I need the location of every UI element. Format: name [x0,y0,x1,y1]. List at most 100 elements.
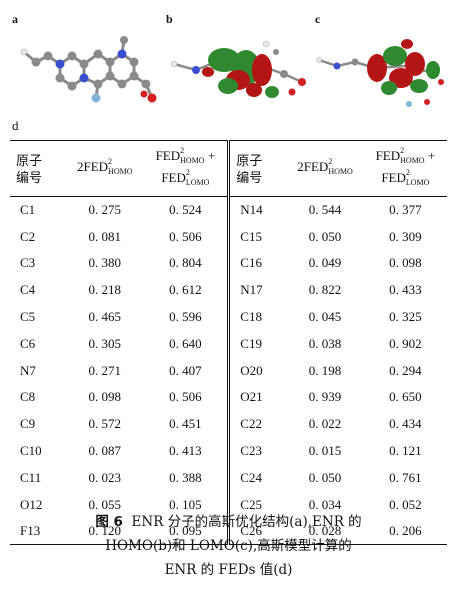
fed-sum-cell: 0. 105 [143,491,231,519]
molecule-structure-image [20,36,157,103]
fed-homo-cell: 0. 275 [88,202,121,218]
fed-homo-cell: 0. 049 [308,255,342,271]
fed-sum-cell: 0. 413 [143,437,231,465]
table-row: C11 0. 023 0. 388 C24 0. 050 0. 761 [10,464,447,492]
panel-label-d: d [12,118,19,133]
fed-homo-cell: 0. 305 [88,335,121,351]
fed-homo-cell: 0. 572 [88,416,121,432]
fed-sum-cell: 0. 325 [389,309,422,325]
fed-homo-cell: 0. 038 [308,335,342,351]
table-row: C1 0. 275 0. 524 N14 0. 544 0. 377 [10,196,447,224]
header-atom-no: 原子 编号 [16,152,43,185]
fed-sum-cell: 0. 612 [143,276,231,304]
header-fed-sum: FED 2 HOMO + FED 2 LOMO [143,140,231,197]
fed-homo-cell: 0. 028 [308,523,342,539]
atom-number-cell: C8 [20,389,36,405]
caption-line-3: ENR 的 FEDs 值(d) [164,562,293,578]
fed-sum-cell: 0. 804 [143,250,231,277]
fed-homo-cell: 0. 034 [308,496,342,512]
fed-homo-cell: 0. 218 [88,282,121,298]
fed-homo-cell: 0. 120 [88,523,121,539]
atom-number-cell: C2 [20,228,36,244]
fed-homo-cell: 0. 023 [88,469,121,485]
atom-number-cell: C26 [240,523,262,539]
fed-homo-cell: 0. 544 [308,202,342,218]
fed-homo-cell: 0. 015 [308,443,342,459]
table-row: C2 0. 081 0. 506 C15 0. 050 0. 309 [10,223,447,251]
panel-label-c: c [315,12,321,26]
lomo-orbital-image [316,39,444,107]
table-row: O12 0. 055 0. 105 C25 0. 034 0. 052 [10,491,447,519]
fed-sum-cell: 0. 407 [143,357,231,385]
caption-line-1: ENR 分子的高斯优化结构(a),ENR 的 [131,514,362,530]
fed-sum-cell: 0. 524 [143,196,231,224]
table-row: C3 0. 380 0. 804 C16 0. 049 0. 098 [10,250,447,277]
atom-number-cell: N14 [240,202,263,218]
atom-number-cell: C3 [20,255,36,271]
header-atom-no-right: 原子 编号 [236,152,263,185]
fed-sum-cell: 0. 596 [143,303,231,331]
table-row: C10 0. 087 0. 413 C23 0. 015 0. 121 [10,437,447,465]
atom-number-cell: C4 [20,282,36,298]
table-row: C8 0. 098 0. 506 O21 0. 939 0. 650 [10,384,447,411]
fed-homo-cell: 0. 380 [88,255,121,271]
fed-sum-cell: 0. 640 [143,330,231,358]
header-2fed-homo-right: 2FED 2 HOMO [297,156,353,176]
fed-sum-cell: 0. 206 [389,523,422,539]
fed-sum-cell: 0. 506 [143,223,231,251]
fed-sum-cell: 0. 098 [389,255,422,271]
atom-number-cell: N7 [20,362,36,378]
atom-number-cell: C6 [20,335,36,351]
figure-number: 图 6 [95,514,123,530]
fed-homo-cell: 0. 050 [308,228,342,244]
fed-sum-cell: 0. 294 [389,362,422,378]
atom-number-cell: F13 [20,523,41,539]
atom-number-cell: C1 [20,202,36,218]
atom-number-cell: C15 [240,228,262,244]
header-fed-sum-right: FED 2 HOMO + FED 2 LOMO [375,145,436,187]
table-row: C4 0. 218 0. 612 N17 0. 822 0. 433 [10,276,447,304]
fed-sum-cell: 0. 377 [389,202,422,218]
fed-sum-cell: 0. 902 [389,335,422,351]
atom-number-cell: C22 [240,416,262,432]
atom-number-cell: C25 [240,496,262,512]
table-row: C5 0. 465 0. 596 C18 0. 045 0. 325 [10,303,447,331]
table-row: C9 0. 572 0. 451 C22 0. 022 0. 434 [10,410,447,438]
table-row: N7 0. 271 0. 407 O20 0. 198 0. 294 [10,357,447,385]
fed-table: 原子 编号 2FED 2 HOMO FED 2 HOMO + FED 2 LOMO 原子 编… [10,140,447,545]
atom-number-cell: O20 [240,362,263,378]
fed-homo-cell: 0. 271 [88,362,121,378]
fed-homo-cell: 0. 198 [308,362,342,378]
fed-sum-cell: 0. 121 [389,443,422,459]
fed-sum-cell: 0. 388 [143,464,231,492]
fed-sum-cell: 0. 434 [389,416,422,432]
fed-sum-cell: 0. 309 [389,228,422,244]
fed-sum-cell: 0. 095 [143,518,231,545]
fed-homo-cell: 0. 045 [308,309,342,325]
fed-sum-cell: 0. 650 [389,389,422,405]
atom-number-cell: C24 [240,469,262,485]
caption-line-2: HOMO(b)和 LOMO(c),高斯模型计算的 [105,538,352,554]
atom-number-cell: C23 [240,443,262,459]
fed-homo-cell: 0. 087 [88,443,121,459]
atom-number-cell: C9 [20,416,36,432]
homo-orbital-image [170,40,306,98]
fed-homo-cell: 0. 050 [308,469,342,485]
figure-caption: 图 6 ENR 分子的高斯优化结构(a),ENR 的 HOMO(b)和 LOMO… [0,510,457,582]
panel-label-a: a [12,12,18,26]
atom-number-cell: C10 [20,443,42,459]
atom-number-cell: C16 [240,255,262,271]
atom-number-cell: N17 [240,282,263,298]
fed-sum-cell: 0. 433 [389,282,422,298]
fed-homo-cell: 0. 098 [88,389,121,405]
atom-number-cell: C5 [20,309,36,325]
fed-homo-cell: 0. 081 [88,228,121,244]
table-header-row: 原子 编号 2FED 2 HOMO FED 2 HOMO + FED 2 LOMO 原子 编… [10,140,447,197]
atom-number-cell: O21 [240,389,263,405]
atom-number-cell: C19 [240,335,262,351]
atom-number-cell: C18 [240,309,262,325]
fed-sum-cell: 0. 451 [143,410,231,438]
fed-homo-cell: 0. 055 [88,496,121,512]
atom-number-cell: C11 [20,469,42,485]
atom-number-cell: O12 [20,496,43,512]
